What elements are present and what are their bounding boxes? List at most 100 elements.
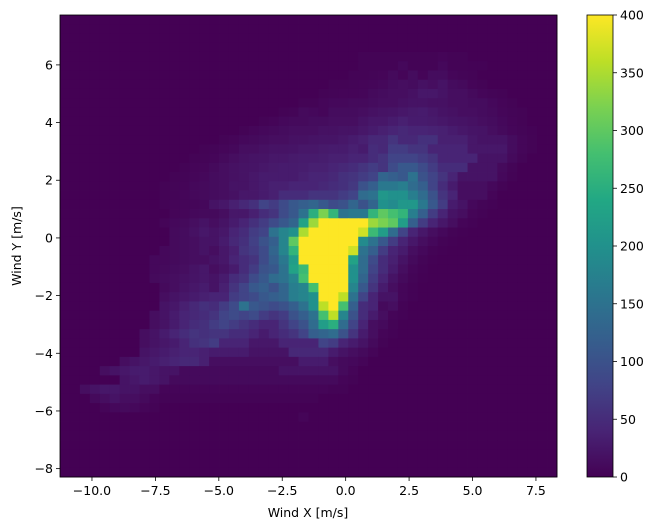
heatmap-cell [199, 246, 210, 256]
heatmap-cell [228, 458, 240, 469]
heatmap-cell [268, 366, 280, 376]
heatmap-cell [457, 421, 468, 432]
heatmap-cell [89, 301, 101, 312]
heatmap-cell [129, 15, 140, 25]
heatmap-cell [368, 33, 379, 44]
heatmap-cell [248, 338, 260, 349]
heatmap-cell [228, 79, 240, 90]
heatmap-cell [199, 70, 210, 81]
heatmap-cell [60, 153, 71, 164]
heatmap-cell [447, 310, 458, 321]
heatmap-cell [139, 403, 150, 413]
heatmap-cell [358, 301, 369, 312]
heatmap-cell [338, 366, 349, 376]
heatmap-cell [547, 282, 558, 293]
heatmap-cell [288, 218, 299, 228]
heatmap-cell [159, 403, 170, 413]
heatmap-cell [199, 449, 210, 459]
heatmap-cell [507, 366, 518, 376]
heatmap-cell [457, 440, 468, 450]
heatmap-cell [129, 51, 140, 62]
heatmap-cell [427, 116, 439, 127]
heatmap-cell [437, 440, 449, 450]
heatmap-cell [407, 403, 419, 413]
heatmap-cell [517, 70, 528, 81]
heatmap-cell [338, 199, 349, 210]
heatmap-cell [189, 125, 200, 136]
heatmap-cell [79, 356, 91, 367]
heatmap-cell [149, 33, 160, 44]
heatmap-cell [179, 51, 190, 62]
heatmap-cell [437, 449, 449, 459]
heatmap-cell [248, 384, 260, 395]
heatmap-cell [308, 273, 319, 284]
heatmap-cell [497, 15, 508, 25]
heatmap-cell [248, 282, 260, 293]
heatmap-cell [348, 70, 359, 81]
heatmap-cell [417, 33, 429, 44]
heatmap-cell [238, 292, 250, 302]
heatmap-cell [238, 403, 250, 413]
heatmap-cell [149, 199, 160, 210]
heatmap-cell [109, 70, 121, 81]
heatmap-cell [507, 144, 518, 154]
heatmap-cell [179, 366, 190, 376]
heatmap-cell [467, 190, 478, 201]
heatmap-cell [378, 218, 389, 228]
heatmap-cell [457, 403, 468, 413]
heatmap-cell [60, 42, 71, 53]
heatmap-cell [248, 70, 260, 81]
heatmap-cell [467, 273, 478, 284]
heatmap-cell [338, 458, 349, 469]
heatmap-cell [199, 144, 210, 154]
heatmap-cell [318, 449, 329, 459]
heatmap-cell [219, 393, 230, 404]
heatmap-cell [427, 98, 439, 108]
heatmap-cell [348, 79, 359, 90]
heatmap-cell [99, 421, 111, 432]
heatmap-cell [149, 384, 160, 395]
heatmap-cell [288, 430, 299, 441]
heatmap-cell [427, 218, 439, 228]
heatmap-cell [149, 458, 160, 469]
heatmap-cell [288, 264, 299, 275]
heatmap-cell [388, 412, 399, 422]
heatmap-cell [248, 33, 260, 44]
heatmap-cell [189, 79, 200, 90]
heatmap-cell [318, 135, 329, 145]
heatmap-cell [189, 88, 200, 99]
heatmap-cell [179, 135, 190, 145]
heatmap-cell [199, 329, 210, 339]
heatmap-cell [457, 61, 468, 71]
heatmap-cell [189, 347, 200, 358]
heatmap-cell [378, 421, 389, 432]
heatmap-cell [437, 264, 449, 275]
heatmap-cell [338, 264, 349, 275]
heatmap-cell [358, 375, 369, 385]
heatmap-cell [318, 33, 329, 44]
heatmap-cell [527, 24, 538, 34]
heatmap-cell [308, 209, 319, 219]
heatmap-cell [437, 366, 449, 376]
heatmap-cell [288, 356, 299, 367]
heatmap-cell [60, 107, 71, 118]
heatmap-cell [358, 393, 369, 404]
heatmap-cell [388, 403, 399, 413]
heatmap-cell [407, 301, 419, 312]
heatmap-cell [179, 319, 190, 330]
heatmap-cell [99, 199, 111, 210]
heatmap-cell [149, 292, 160, 302]
heatmap-cell [129, 292, 140, 302]
heatmap-cell [527, 181, 538, 191]
heatmap-cell [487, 264, 498, 275]
heatmap-cell [139, 329, 150, 339]
heatmap-cell [318, 403, 329, 413]
heatmap-cell [268, 153, 280, 164]
heatmap-cell [447, 255, 458, 265]
heatmap-cell [338, 403, 349, 413]
heatmap-cell [189, 236, 200, 247]
heatmap-cell [308, 393, 319, 404]
heatmap-cell [358, 144, 369, 154]
heatmap-cell [527, 264, 538, 275]
heatmap-cell [209, 412, 220, 422]
